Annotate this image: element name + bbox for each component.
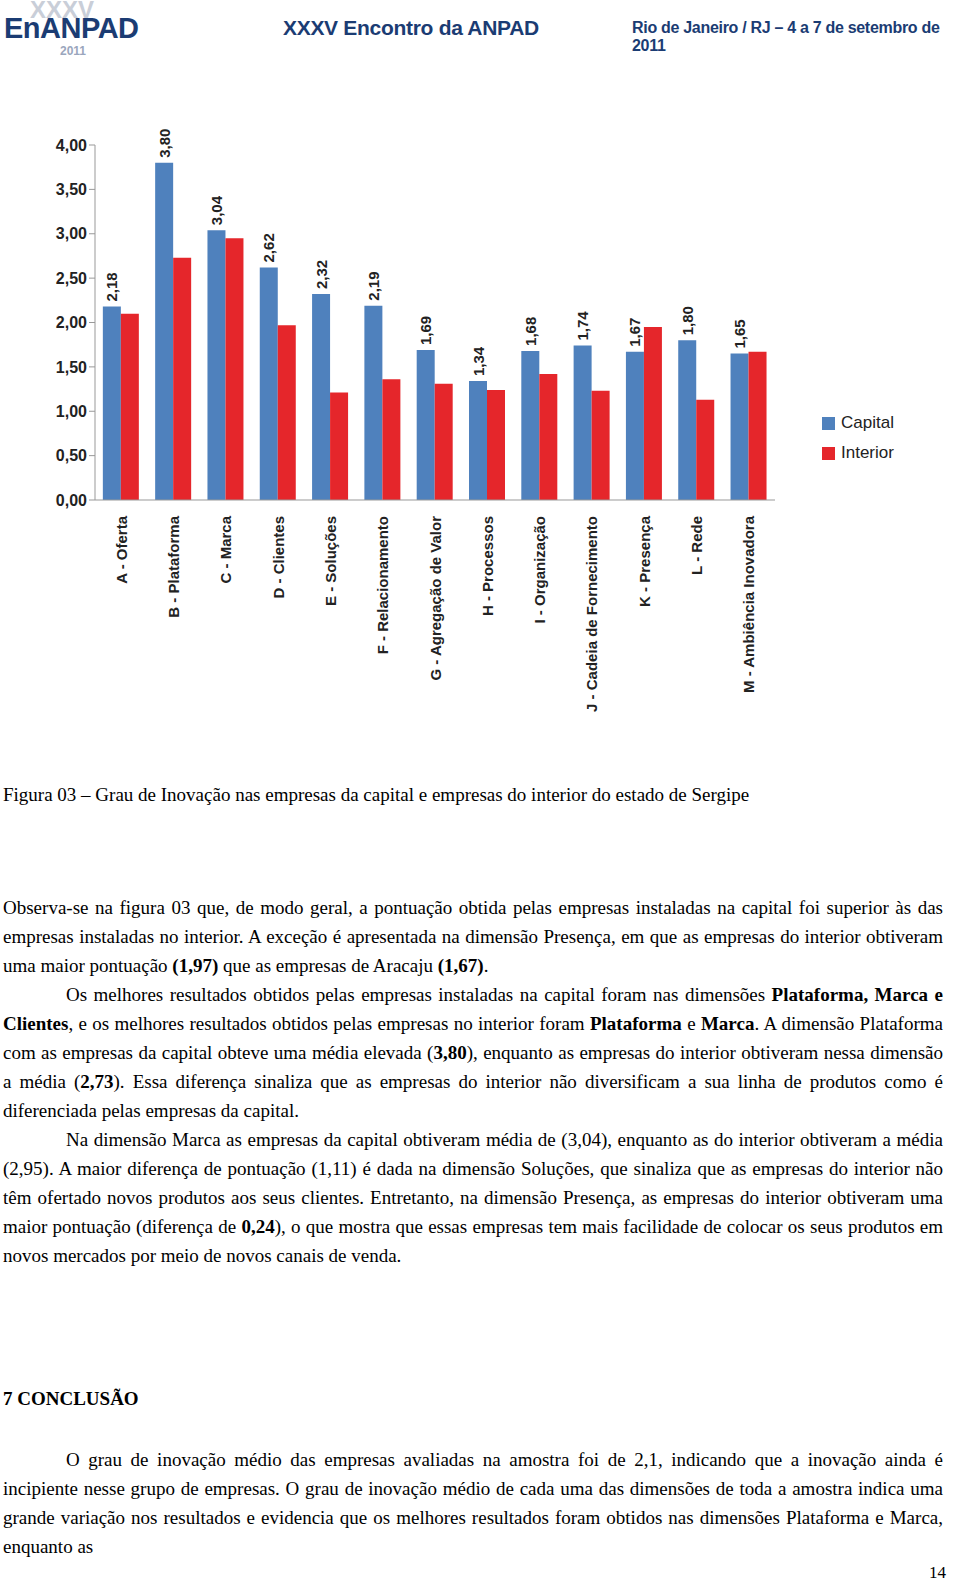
svg-text:2,00: 2,00 (56, 314, 87, 331)
svg-text:1,69: 1,69 (417, 316, 434, 345)
svg-text:1,74: 1,74 (574, 311, 591, 341)
svg-text:1,00: 1,00 (56, 403, 87, 420)
svg-text:4,00: 4,00 (56, 137, 87, 154)
html-text:7 CONCLUSÃO: 7 CONCLUSÃO (3, 1388, 139, 1409)
svg-text:1,80: 1,80 (679, 306, 696, 335)
svg-text:2,62: 2,62 (260, 233, 277, 262)
svg-text:2,18: 2,18 (103, 272, 120, 301)
svg-text:3,50: 3,50 (56, 181, 87, 198)
html-text:Rio de Janeiro / RJ – 4 a 7 de: Rio de Janeiro / RJ – 4 a 7 de setembro … (632, 19, 940, 54)
svg-text:B - Plataforma: B - Plataforma (165, 515, 182, 617)
svg-text:2,32: 2,32 (313, 260, 330, 289)
svg-text:E - Soluções: E - Soluções (322, 516, 339, 606)
svg-text:2,50: 2,50 (56, 270, 87, 287)
svg-text:0,00: 0,00 (56, 492, 87, 509)
svg-text:F - Relacionamento: F - Relacionamento (374, 516, 391, 654)
html-text:Capital: Capital (841, 413, 894, 432)
html-text:EnANPAD: EnANPAD (4, 12, 139, 44)
svg-text:A - Oferta: A - Oferta (113, 515, 130, 583)
html-text:2011: 2011 (60, 44, 86, 58)
svg-text:J - Cadeia de Fornecimento: J - Cadeia de Fornecimento (583, 516, 600, 712)
svg-text:H - Processos: H - Processos (479, 516, 496, 616)
svg-text:G - Agregação de Valor: G - Agregação de Valor (427, 516, 444, 681)
html-text:14: 14 (929, 1563, 946, 1582)
html-text:XXXV Encontro da ANPAD: XXXV Encontro da ANPAD (283, 16, 539, 39)
html-text:O grau de inovação médio das e: O grau de inovação médio das empresas av… (3, 1449, 943, 1557)
svg-text:D - Clientes: D - Clientes (270, 516, 287, 599)
html-text:Os melhores resultados obtidos: Os melhores resultados obtidos pelas emp… (3, 984, 943, 1121)
html-text:Figura 03 – Grau de Inovação n: Figura 03 – Grau de Inovação nas empresa… (3, 784, 750, 805)
svg-text:2,19: 2,19 (365, 271, 382, 300)
svg-text:1,50: 1,50 (56, 359, 87, 376)
html-text:Na dimensão Marca as empresas: Na dimensão Marca as empresas da capital… (3, 1129, 943, 1266)
html-text:Interior: Interior (841, 443, 894, 462)
svg-text:1,68: 1,68 (522, 317, 539, 346)
svg-text:C - Marca: C - Marca (217, 515, 234, 583)
svg-text:M - Ambiência Inovadora: M - Ambiência Inovadora (740, 515, 757, 693)
html-text:Observa-se na figura 03 que, d: Observa-se na figura 03 que, de modo ger… (3, 897, 943, 976)
svg-text:0,50: 0,50 (56, 447, 87, 464)
svg-text:3,80: 3,80 (156, 129, 173, 158)
svg-text:3,04: 3,04 (208, 195, 225, 225)
svg-text:I - Organização: I - Organização (531, 516, 548, 624)
svg-text:K - Presença: K - Presença (636, 515, 653, 607)
svg-text:1,65: 1,65 (731, 319, 748, 348)
svg-text:3,00: 3,00 (56, 225, 87, 242)
svg-text:L - Rede: L - Rede (688, 516, 705, 575)
svg-text:1,67: 1,67 (626, 318, 643, 347)
svg-text:1,34: 1,34 (470, 346, 487, 376)
